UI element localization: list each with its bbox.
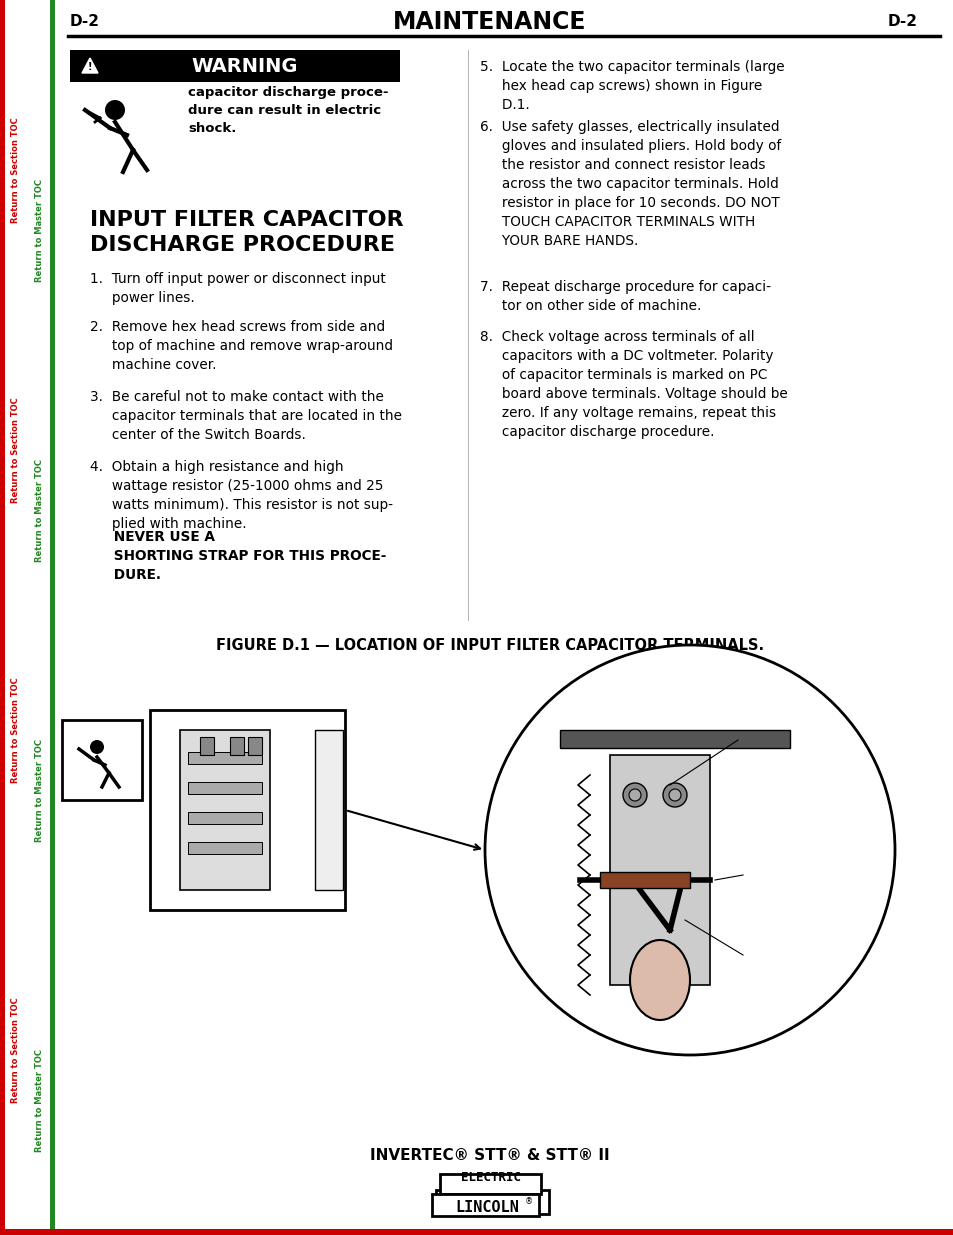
Bar	[248, 737, 262, 755]
Text: !: !	[88, 62, 92, 72]
Bar	[609, 755, 709, 986]
Bar	[188, 782, 262, 794]
Text: INVERTEC® STT® & STT® II: INVERTEC® STT® & STT® II	[370, 1147, 609, 1162]
Bar	[188, 842, 262, 853]
Bar	[436, 1191, 549, 1214]
Bar	[50, 0, 55, 1235]
Text: Return to Section TOC: Return to Section TOC	[10, 117, 19, 222]
Text: 8.  Check voltage across terminals of all
     capacitors with a DC voltmeter. P: 8. Check voltage across terminals of all…	[479, 330, 787, 438]
Text: CAPACITOR
TERMINALS: CAPACITOR TERMINALS	[740, 713, 806, 735]
Text: Return to Section TOC: Return to Section TOC	[10, 997, 19, 1103]
Bar	[0, 0, 5, 1235]
Bar	[188, 811, 262, 824]
Circle shape	[662, 783, 686, 806]
Text: 7.  Repeat discharge procedure for capaci-
     tor on other side of machine.: 7. Repeat discharge procedure for capaci…	[479, 280, 770, 312]
Text: D-2: D-2	[887, 15, 917, 30]
Text: INPUT FILTER CAPACITOR: INPUT FILTER CAPACITOR	[90, 210, 403, 230]
Text: 3.  Be careful not to make contact with the
     capacitor terminals that are lo: 3. Be careful not to make contact with t…	[90, 390, 401, 442]
Bar	[62, 720, 142, 800]
Text: Failure to follow this
capacitor discharge proce-
dure can result in electric
sh: Failure to follow this capacitor dischar…	[188, 68, 388, 135]
Text: DISCHARGE PROCEDURE: DISCHARGE PROCEDURE	[90, 235, 395, 254]
Text: Return to Section TOC: Return to Section TOC	[10, 398, 19, 503]
Text: D-2: D-2	[70, 15, 100, 30]
Circle shape	[484, 645, 894, 1055]
Bar	[230, 737, 244, 755]
Bar	[314, 730, 343, 890]
Text: Return to Master TOC: Return to Master TOC	[35, 1049, 45, 1151]
Circle shape	[668, 789, 680, 802]
Bar	[0, 1229, 953, 1235]
Text: 6.  Use safety glasses, electrically insulated
     gloves and insulated pliers.: 6. Use safety glasses, electrically insu…	[479, 120, 781, 248]
Bar	[180, 730, 270, 890]
Text: 5.  Locate the two capacitor terminals (large
     hex head cap screws) shown in: 5. Locate the two capacitor terminals (l…	[479, 61, 783, 112]
Ellipse shape	[629, 940, 689, 1020]
Text: 1.  Turn off input power or disconnect input
     power lines.: 1. Turn off input power or disconnect in…	[90, 272, 385, 305]
Bar	[188, 752, 262, 764]
Bar	[70, 49, 399, 82]
Circle shape	[622, 783, 646, 806]
Circle shape	[105, 100, 125, 120]
Text: Return to Master TOC: Return to Master TOC	[35, 739, 45, 841]
Polygon shape	[82, 58, 98, 73]
Text: 2.  Remove hex head screws from side and
     top of machine and remove wrap-aro: 2. Remove hex head screws from side and …	[90, 320, 393, 372]
Circle shape	[90, 740, 104, 755]
Text: NEVER USE A
     SHORTING STRAP FOR THIS PROCE-
     DURE.: NEVER USE A SHORTING STRAP FOR THIS PROC…	[90, 530, 386, 582]
Bar	[0, 0, 55, 1235]
Text: FIGURE D.1 — LOCATION OF INPUT FILTER CAPACITOR TERMINALS.: FIGURE D.1 — LOCATION OF INPUT FILTER CA…	[215, 638, 763, 653]
Text: INSULATED
PLIERS: INSULATED PLIERS	[744, 927, 810, 950]
Text: 4.  Obtain a high resistance and high
     wattage resistor (25-1000 ohms and 25: 4. Obtain a high resistance and high wat…	[90, 459, 393, 531]
Circle shape	[628, 789, 640, 802]
Text: ELECTRIC: ELECTRIC	[460, 1172, 520, 1184]
Bar	[200, 737, 213, 755]
Bar	[150, 710, 345, 910]
Text: POWER
RESISTOR: POWER RESISTOR	[744, 847, 802, 869]
Bar	[432, 1194, 539, 1216]
Bar	[440, 1174, 541, 1194]
Text: WARNING: WARNING	[192, 57, 298, 75]
Bar	[599, 872, 689, 888]
Text: Return to Master TOC: Return to Master TOC	[35, 458, 45, 562]
Text: Return to Section TOC: Return to Section TOC	[10, 677, 19, 783]
Text: ®: ®	[525, 1197, 533, 1207]
Text: MAINTENANCE: MAINTENANCE	[393, 10, 586, 35]
Bar	[559, 730, 789, 748]
Text: LINCOLN: LINCOLN	[455, 1200, 518, 1215]
Text: Return to Master TOC: Return to Master TOC	[35, 179, 45, 282]
